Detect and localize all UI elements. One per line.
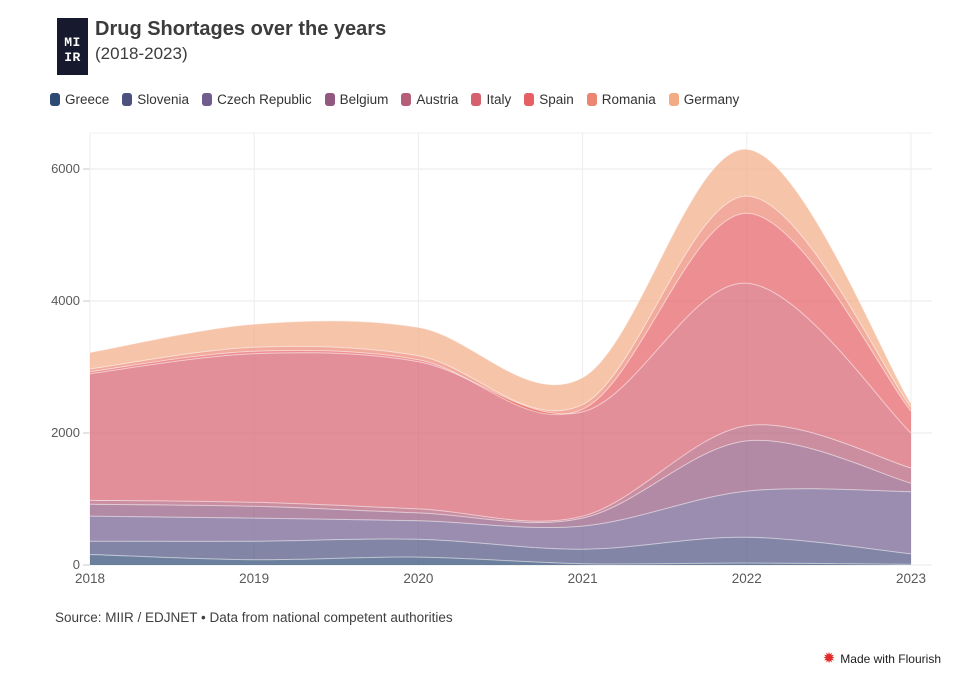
y-tick-label: 2000 [51, 425, 80, 440]
legend-item-italy[interactable]: Italy [471, 92, 511, 107]
legend-label: Austria [416, 92, 459, 107]
miir-logo: MI IR [57, 18, 88, 75]
legend-label: Spain [539, 92, 574, 107]
x-tick-label: 2022 [731, 571, 762, 586]
area-austria[interactable] [90, 424, 911, 523]
flourish-starburst-icon: ✹ [822, 650, 836, 667]
legend-swatch-belgium [324, 93, 335, 106]
legend-item-belgium[interactable]: Belgium [324, 92, 389, 107]
area-spain[interactable] [90, 213, 911, 433]
legend-label: Slovenia [137, 92, 190, 107]
y-tick-label: 0 [72, 557, 80, 572]
legend-item-slovenia[interactable]: Slovenia [122, 92, 189, 107]
x-tick-label: 2021 [567, 571, 598, 586]
legend-label: Czech Republic [217, 92, 312, 107]
chart-title: Drug Shortages over the years [95, 18, 387, 40]
area-top-edge-italy [89, 282, 912, 434]
x-tick-label: 2018 [74, 571, 106, 586]
area-top-edge-greece [89, 553, 912, 565]
area-top-edge-germany [89, 148, 912, 404]
legend-item-spain[interactable]: Spain [524, 92, 574, 107]
area-top-edge-slovenia [89, 536, 912, 555]
legend-swatch-germany [668, 93, 679, 106]
legend-item-czech-republic[interactable]: Czech Republic [202, 92, 312, 107]
title-block: Drug Shortages over the years (2018-2023… [95, 16, 386, 65]
x-tick-label: 2020 [403, 571, 434, 586]
legend-item-greece[interactable]: Greece [50, 92, 109, 107]
area-greece[interactable] [90, 554, 911, 565]
legend-swatch-romania [586, 93, 597, 106]
legend-swatch-greece [50, 93, 60, 106]
y-tick-label: 6000 [51, 161, 80, 176]
legend-item-germany[interactable]: Germany [668, 92, 740, 107]
area-top-edge-austria [89, 424, 912, 522]
legend-item-austria[interactable]: Austria [401, 92, 458, 107]
area-top-edge-spain [89, 212, 912, 416]
x-tick-label: 2019 [239, 571, 270, 586]
y-tick-label: 4000 [51, 293, 80, 308]
x-tick-label: 2023 [895, 571, 927, 586]
legend-item-romania[interactable]: Romania [586, 92, 656, 107]
area-top-edge-belgium [89, 439, 912, 524]
area-slovenia[interactable] [90, 537, 911, 565]
area-italy[interactable] [90, 283, 911, 522]
area-czech-republic[interactable] [90, 488, 911, 554]
source-note: Source: MIIR / EDJNET • Data from nation… [55, 610, 453, 625]
legend-swatch-austria [401, 93, 412, 106]
legend-swatch-slovenia [122, 93, 133, 106]
area-top-edge-czech-republic [89, 488, 912, 529]
legend-swatch-czech-republic [202, 93, 213, 106]
flourish-credit-label: Made with Flourish [840, 651, 941, 666]
legend-label: Germany [683, 92, 740, 107]
chart-subtitle: (2018-2023) [95, 44, 188, 63]
area-germany[interactable] [90, 149, 911, 411]
area-belgium[interactable] [90, 440, 911, 528]
flourish-credit[interactable]: ✹ Made with Flourish [823, 651, 941, 666]
legend-swatch-italy [471, 93, 482, 106]
legend-label: Belgium [339, 92, 389, 107]
legend-label: Romania [601, 92, 656, 107]
miir-logo-line2: IR [64, 49, 81, 65]
legend-label: Italy [486, 92, 512, 107]
area-top-edge-romania [89, 195, 912, 412]
legend-label: Greece [65, 92, 110, 107]
legend-swatch-spain [524, 93, 535, 106]
legend: Greece Slovenia Czech Republic Belgium Austr… [50, 92, 752, 107]
miir-logo-line1: MI [64, 34, 81, 50]
